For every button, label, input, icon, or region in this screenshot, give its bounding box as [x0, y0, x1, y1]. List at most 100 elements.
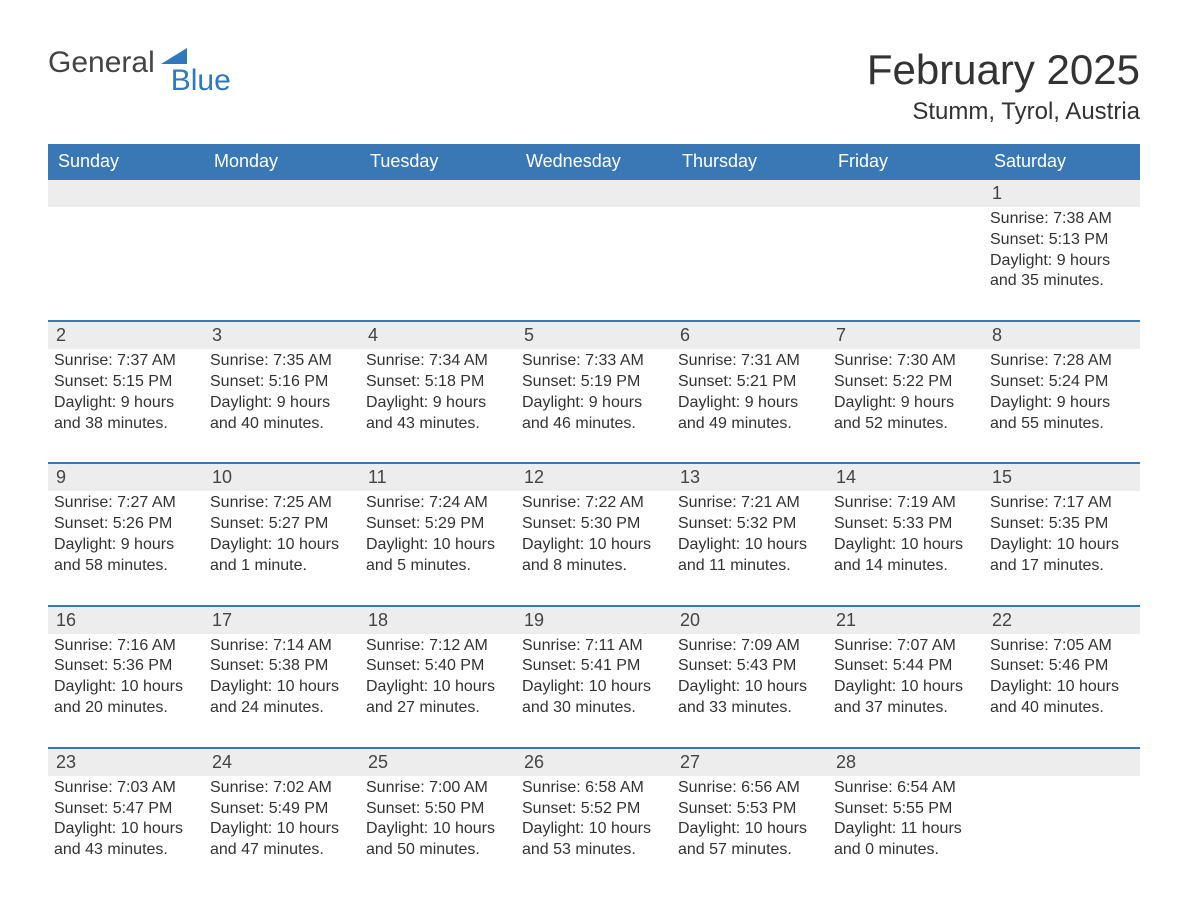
day-number: 28: [828, 749, 984, 776]
day-body: Sunrise: 7:07 AMSunset: 5:44 PMDaylight:…: [832, 636, 976, 719]
daylight-line: Daylight: 9 hours and 58 minutes.: [54, 535, 196, 577]
dow-cell: Wednesday: [516, 144, 672, 180]
sunset-line: Sunset: 5:13 PM: [990, 230, 1132, 251]
daylight-line: Daylight: 9 hours and 49 minutes.: [678, 393, 820, 435]
day-body: Sunrise: 7:21 AMSunset: 5:32 PMDaylight:…: [676, 493, 820, 576]
day-cell: 3Sunrise: 7:35 AMSunset: 5:16 PMDaylight…: [204, 322, 360, 434]
sunrise-line: Sunrise: 7:21 AM: [678, 493, 820, 514]
sunrise-line: Sunrise: 7:27 AM: [54, 493, 196, 514]
day-cell: 12Sunrise: 7:22 AMSunset: 5:30 PMDayligh…: [516, 464, 672, 576]
day-number: [672, 180, 828, 207]
sunrise-line: Sunrise: 7:24 AM: [366, 493, 508, 514]
sunrise-line: Sunrise: 6:58 AM: [522, 778, 664, 799]
daylight-line: Daylight: 10 hours and 33 minutes.: [678, 677, 820, 719]
day-number: 9: [48, 464, 204, 491]
day-cell: [48, 180, 204, 292]
sunset-line: Sunset: 5:41 PM: [522, 656, 664, 677]
day-number: 6: [672, 322, 828, 349]
sunset-line: Sunset: 5:46 PM: [990, 656, 1132, 677]
week-row: 1Sunrise: 7:38 AMSunset: 5:13 PMDaylight…: [48, 180, 1140, 292]
sunset-line: Sunset: 5:30 PM: [522, 514, 664, 535]
day-number: [984, 749, 1140, 776]
day-cell: 7Sunrise: 7:30 AMSunset: 5:22 PMDaylight…: [828, 322, 984, 434]
daylight-line: Daylight: 10 hours and 27 minutes.: [366, 677, 508, 719]
daylight-line: Daylight: 10 hours and 30 minutes.: [522, 677, 664, 719]
day-body: Sunrise: 7:38 AMSunset: 5:13 PMDaylight:…: [988, 209, 1132, 292]
daylight-line: Daylight: 10 hours and 14 minutes.: [834, 535, 976, 577]
day-body: Sunrise: 7:30 AMSunset: 5:22 PMDaylight:…: [832, 351, 976, 434]
day-body: Sunrise: 7:09 AMSunset: 5:43 PMDaylight:…: [676, 636, 820, 719]
sunrise-line: Sunrise: 7:12 AM: [366, 636, 508, 657]
sunset-line: Sunset: 5:18 PM: [366, 372, 508, 393]
day-body: Sunrise: 7:25 AMSunset: 5:27 PMDaylight:…: [208, 493, 352, 576]
daylight-line: Daylight: 10 hours and 11 minutes.: [678, 535, 820, 577]
sunset-line: Sunset: 5:19 PM: [522, 372, 664, 393]
day-number: [360, 180, 516, 207]
day-body: Sunrise: 6:56 AMSunset: 5:53 PMDaylight:…: [676, 778, 820, 861]
day-number: 17: [204, 607, 360, 634]
logo-text-general: General: [48, 48, 155, 78]
day-body: Sunrise: 7:22 AMSunset: 5:30 PMDaylight:…: [520, 493, 664, 576]
day-cell: 5Sunrise: 7:33 AMSunset: 5:19 PMDaylight…: [516, 322, 672, 434]
week-row: 9Sunrise: 7:27 AMSunset: 5:26 PMDaylight…: [48, 462, 1140, 576]
day-body: Sunrise: 7:24 AMSunset: 5:29 PMDaylight:…: [364, 493, 508, 576]
day-number: [516, 180, 672, 207]
daylight-line: Daylight: 10 hours and 1 minute.: [210, 535, 352, 577]
daylight-line: Daylight: 9 hours and 46 minutes.: [522, 393, 664, 435]
day-of-week-header: SundayMondayTuesdayWednesdayThursdayFrid…: [48, 144, 1140, 180]
sunrise-line: Sunrise: 7:19 AM: [834, 493, 976, 514]
sunset-line: Sunset: 5:24 PM: [990, 372, 1132, 393]
logo-mark-wrap: Blue: [157, 48, 231, 96]
day-number: 15: [984, 464, 1140, 491]
sunrise-line: Sunrise: 7:00 AM: [366, 778, 508, 799]
day-body: Sunrise: 7:19 AMSunset: 5:33 PMDaylight:…: [832, 493, 976, 576]
day-body: Sunrise: 7:02 AMSunset: 5:49 PMDaylight:…: [208, 778, 352, 861]
day-cell: 15Sunrise: 7:17 AMSunset: 5:35 PMDayligh…: [984, 464, 1140, 576]
day-number: 22: [984, 607, 1140, 634]
daylight-line: Daylight: 10 hours and 24 minutes.: [210, 677, 352, 719]
sunset-line: Sunset: 5:44 PM: [834, 656, 976, 677]
daylight-line: Daylight: 10 hours and 47 minutes.: [210, 819, 352, 861]
daylight-line: Daylight: 9 hours and 55 minutes.: [990, 393, 1132, 435]
day-number: [828, 180, 984, 207]
dow-cell: Monday: [204, 144, 360, 180]
dow-cell: Friday: [828, 144, 984, 180]
sunrise-line: Sunrise: 7:22 AM: [522, 493, 664, 514]
day-cell: 18Sunrise: 7:12 AMSunset: 5:40 PMDayligh…: [360, 607, 516, 719]
day-number: 23: [48, 749, 204, 776]
sunset-line: Sunset: 5:27 PM: [210, 514, 352, 535]
day-cell: 27Sunrise: 6:56 AMSunset: 5:53 PMDayligh…: [672, 749, 828, 861]
day-number: 2: [48, 322, 204, 349]
daylight-line: Daylight: 10 hours and 53 minutes.: [522, 819, 664, 861]
month-title: February 2025: [867, 48, 1140, 92]
sunset-line: Sunset: 5:36 PM: [54, 656, 196, 677]
day-number: 26: [516, 749, 672, 776]
title-block: February 2025 Stumm, Tyrol, Austria: [867, 48, 1140, 126]
daylight-line: Daylight: 10 hours and 37 minutes.: [834, 677, 976, 719]
week-row: 16Sunrise: 7:16 AMSunset: 5:36 PMDayligh…: [48, 605, 1140, 719]
day-body: Sunrise: 7:03 AMSunset: 5:47 PMDaylight:…: [52, 778, 196, 861]
daylight-line: Daylight: 9 hours and 40 minutes.: [210, 393, 352, 435]
day-number: 21: [828, 607, 984, 634]
sunset-line: Sunset: 5:43 PM: [678, 656, 820, 677]
sunset-line: Sunset: 5:16 PM: [210, 372, 352, 393]
sunrise-line: Sunrise: 7:09 AM: [678, 636, 820, 657]
week-row: 23Sunrise: 7:03 AMSunset: 5:47 PMDayligh…: [48, 747, 1140, 861]
day-number: 8: [984, 322, 1140, 349]
day-body: Sunrise: 7:11 AMSunset: 5:41 PMDaylight:…: [520, 636, 664, 719]
day-body: Sunrise: 6:58 AMSunset: 5:52 PMDaylight:…: [520, 778, 664, 861]
day-body: Sunrise: 7:35 AMSunset: 5:16 PMDaylight:…: [208, 351, 352, 434]
day-number: 11: [360, 464, 516, 491]
day-number: [48, 180, 204, 207]
day-number: 13: [672, 464, 828, 491]
sunrise-line: Sunrise: 7:28 AM: [990, 351, 1132, 372]
daylight-line: Daylight: 9 hours and 52 minutes.: [834, 393, 976, 435]
daylight-line: Daylight: 9 hours and 35 minutes.: [990, 251, 1132, 293]
day-body: Sunrise: 7:28 AMSunset: 5:24 PMDaylight:…: [988, 351, 1132, 434]
location: Stumm, Tyrol, Austria: [867, 98, 1140, 126]
day-body: Sunrise: 7:14 AMSunset: 5:38 PMDaylight:…: [208, 636, 352, 719]
day-body: Sunrise: 7:27 AMSunset: 5:26 PMDaylight:…: [52, 493, 196, 576]
day-number: 4: [360, 322, 516, 349]
sunrise-line: Sunrise: 7:05 AM: [990, 636, 1132, 657]
day-cell: 13Sunrise: 7:21 AMSunset: 5:32 PMDayligh…: [672, 464, 828, 576]
